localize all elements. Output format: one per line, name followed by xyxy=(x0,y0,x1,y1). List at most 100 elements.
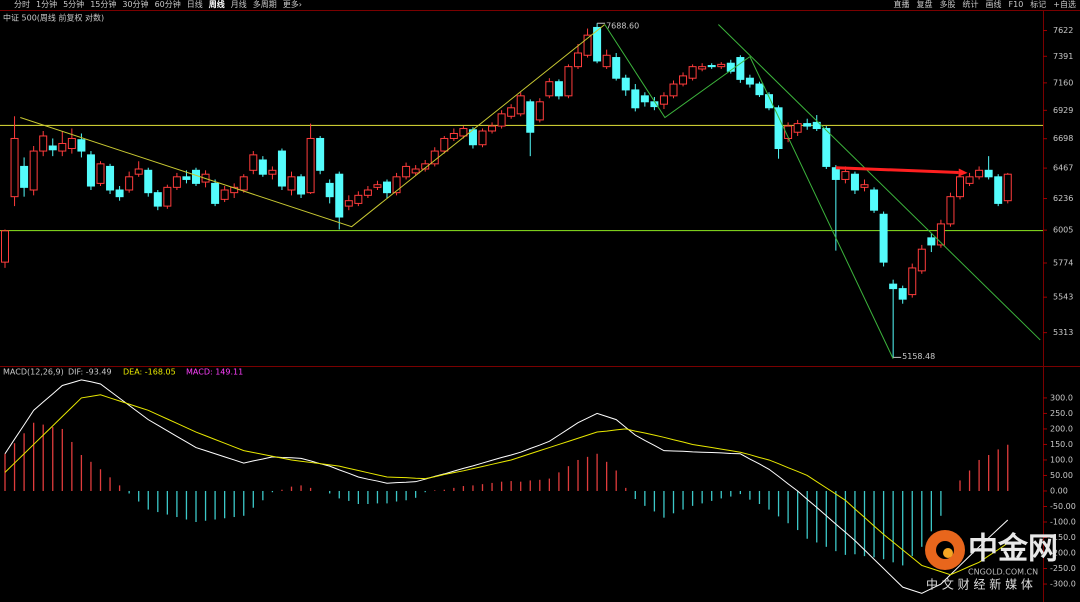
y-tick-label: -50.00 xyxy=(1050,502,1076,511)
candle-body xyxy=(583,34,592,56)
candle-body xyxy=(258,159,267,175)
candle-body xyxy=(39,135,48,152)
toolbar: 分时 1分钟 5分钟 15分钟 30分钟 60分钟 日线 周线 月线 多周期 更多› xyxy=(14,0,302,10)
toolbar-button[interactable]: 月线 xyxy=(230,0,247,9)
trend-line xyxy=(749,56,894,359)
candle-body xyxy=(736,57,745,80)
y-tick-label: 0.00 xyxy=(1050,486,1068,495)
candle-body xyxy=(984,169,993,178)
candle-body xyxy=(287,176,296,191)
toolbar-button[interactable]: 30分钟 xyxy=(122,0,149,9)
candle-body xyxy=(793,123,802,133)
candle-body xyxy=(545,81,554,97)
candle-body xyxy=(497,113,506,127)
candle-body xyxy=(803,123,812,127)
toolbar-button[interactable]: 15分钟 xyxy=(90,0,117,9)
candle-body xyxy=(965,176,974,184)
candle-body xyxy=(946,196,955,225)
candle-body xyxy=(478,130,487,146)
y-tick-label: 6698 xyxy=(1053,134,1073,143)
arrow-head xyxy=(958,168,968,177)
legend-macd: MACD: 149.11 xyxy=(186,368,243,377)
candle-body xyxy=(526,101,535,133)
candle-body xyxy=(297,176,306,195)
y-tick-label: 7622 xyxy=(1053,26,1073,35)
candle-body xyxy=(144,169,153,194)
logo xyxy=(943,548,953,558)
watermark-site: CNGOLD.COM.CN xyxy=(968,568,1038,577)
candle-body xyxy=(774,107,783,150)
candle-body xyxy=(659,95,668,105)
candle-body xyxy=(507,107,516,117)
candle-body xyxy=(822,128,831,167)
toolbar-button[interactable]: 复盘 xyxy=(916,0,933,9)
candle-body xyxy=(994,176,1003,204)
y-tick-label: 300.0 xyxy=(1050,393,1073,402)
toolbar-button[interactable]: 统计 xyxy=(962,0,979,9)
candle-body xyxy=(440,137,449,152)
y-tick-label: 6005 xyxy=(1053,226,1073,235)
candle-body xyxy=(1003,173,1012,202)
candle-body xyxy=(765,94,773,109)
y-tick-label: 7391 xyxy=(1053,52,1073,61)
annotation-label: 5158.48 xyxy=(902,352,935,361)
watermark-slogan: 中 文 财 经 新 媒 体 xyxy=(926,577,1033,592)
toolbar-button[interactable]: 60分钟 xyxy=(154,0,181,9)
candle-body xyxy=(239,176,248,191)
y-tick-label: 6467 xyxy=(1053,164,1073,173)
candle-body xyxy=(602,54,611,68)
candle-body xyxy=(268,169,277,175)
candle-body xyxy=(688,66,697,79)
macd-line xyxy=(4,379,1009,594)
toolbar-button[interactable]: 多股 xyxy=(939,0,956,9)
candle-body xyxy=(172,176,181,188)
candle-body xyxy=(182,176,191,180)
toolbar-button[interactable]: 日线 xyxy=(186,0,203,9)
candle-body xyxy=(898,288,907,300)
candle-body xyxy=(956,176,964,198)
trend-line xyxy=(20,24,606,228)
toolbar-button[interactable]: 直播 xyxy=(893,0,910,9)
toolbar-button[interactable]: 周线 xyxy=(208,0,225,9)
toolbar-button[interactable]: +自选 xyxy=(1053,0,1076,9)
candle-body xyxy=(879,213,888,263)
toolbar-button[interactable]: F10 xyxy=(1008,0,1024,9)
candle-body xyxy=(698,66,707,70)
y-tick-label: -150.0 xyxy=(1050,533,1076,542)
candle-body xyxy=(554,81,563,97)
toolbar-button[interactable]: 多周期 xyxy=(252,0,277,9)
y-tick-label: -200.0 xyxy=(1050,549,1076,558)
y-tick-label: 5543 xyxy=(1053,293,1073,302)
y-tick-label: 200.0 xyxy=(1050,424,1073,433)
candle-body xyxy=(516,95,525,115)
toolbar-button[interactable]: 5分钟 xyxy=(63,0,85,9)
toolbar-button[interactable]: 标记 xyxy=(1030,0,1047,9)
candle-body xyxy=(306,137,315,194)
candle-body xyxy=(841,171,850,180)
candle-body xyxy=(755,83,764,96)
candle-body xyxy=(717,63,726,68)
toolbar-button[interactable]: 更多› xyxy=(282,0,302,9)
candle-body xyxy=(344,200,353,207)
candle-body xyxy=(612,57,621,79)
annotation-label: 7688.60 xyxy=(606,22,639,31)
toolbar-button[interactable]: 画线 xyxy=(985,0,1002,9)
y-tick-label: -100.0 xyxy=(1050,518,1076,527)
candle-body xyxy=(277,150,286,187)
candle-body xyxy=(640,95,649,103)
toolbar-button[interactable]: 分时 xyxy=(14,0,30,9)
candle-body xyxy=(10,137,19,198)
candle-body xyxy=(335,173,344,218)
candle-body xyxy=(96,163,105,184)
legend-dif: DIF: -93.49 xyxy=(68,368,112,377)
candle-body xyxy=(163,186,172,207)
candle-body xyxy=(564,66,573,97)
candle-body xyxy=(707,65,716,68)
chart-title: 中证 500(周线 前复权 对数) xyxy=(3,13,104,23)
candle-body xyxy=(669,83,678,97)
candle-body xyxy=(125,176,134,191)
candle-body xyxy=(220,189,229,200)
toolbar-button[interactable]: 1分钟 xyxy=(36,0,58,9)
